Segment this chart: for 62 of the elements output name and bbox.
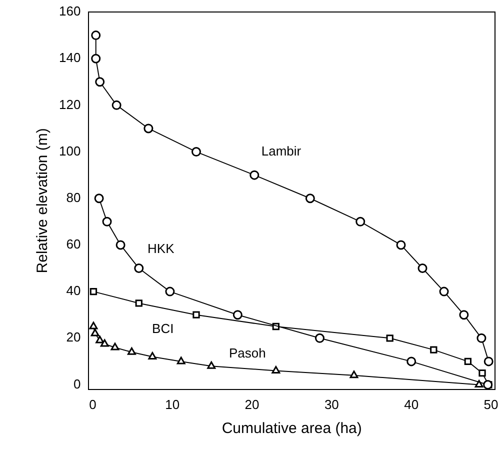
point — [232, 310, 242, 320]
point — [459, 310, 469, 320]
point — [91, 30, 101, 40]
x-tick-label: 30 — [324, 396, 339, 412]
point — [91, 54, 101, 64]
x-tick-label: 20 — [244, 396, 260, 412]
x-tick-label: 10 — [165, 396, 180, 412]
y-tick-label: 120 — [58, 96, 81, 112]
point — [165, 286, 175, 296]
series-label: BCI — [152, 320, 174, 336]
y-tick-label: 140 — [58, 50, 81, 66]
point — [134, 264, 144, 274]
point — [127, 347, 136, 355]
point — [406, 356, 416, 366]
point — [484, 356, 494, 366]
point — [478, 370, 486, 377]
point — [476, 333, 486, 343]
point — [90, 288, 98, 296]
point — [102, 216, 112, 226]
point — [250, 170, 260, 180]
point — [144, 124, 154, 134]
point — [100, 339, 109, 347]
point — [314, 333, 324, 343]
point — [90, 328, 100, 336]
point — [116, 240, 126, 250]
y-axis-title: Relative elevation (m) — [34, 128, 52, 274]
x-axis-title: Cumulative area (ha) — [222, 420, 362, 438]
series-label: Pasoh — [228, 346, 266, 361]
y-tick-label: 0 — [73, 376, 81, 392]
point — [418, 264, 428, 274]
y-tick-label: 160 — [58, 4, 81, 19]
point — [192, 311, 200, 318]
point — [112, 100, 122, 110]
point — [430, 346, 438, 354]
x-tick-label: 40 — [404, 396, 419, 412]
point — [148, 352, 157, 360]
y-tick-label: 100 — [58, 143, 81, 158]
point — [176, 356, 186, 364]
point — [272, 366, 280, 374]
y-tick-label: 60 — [66, 236, 81, 252]
point — [464, 358, 472, 366]
series-label: HKK — [148, 240, 175, 256]
point — [386, 334, 394, 342]
x-tick-label: 0 — [89, 396, 96, 412]
point — [356, 216, 366, 226]
point — [95, 77, 105, 87]
x-tick-label: 50 — [484, 396, 498, 412]
point — [305, 194, 315, 204]
point — [474, 380, 484, 388]
point — [350, 370, 358, 378]
point — [135, 300, 142, 307]
y-tick-label: 20 — [66, 330, 81, 345]
point — [396, 240, 406, 250]
point — [191, 147, 201, 157]
point — [207, 361, 216, 369]
y-tick-label: 80 — [66, 190, 81, 205]
point — [439, 286, 449, 296]
point — [96, 336, 104, 344]
point — [94, 194, 104, 204]
y-tick-label: 40 — [66, 283, 81, 298]
series-label: Lambir — [261, 143, 302, 158]
point — [110, 342, 120, 350]
